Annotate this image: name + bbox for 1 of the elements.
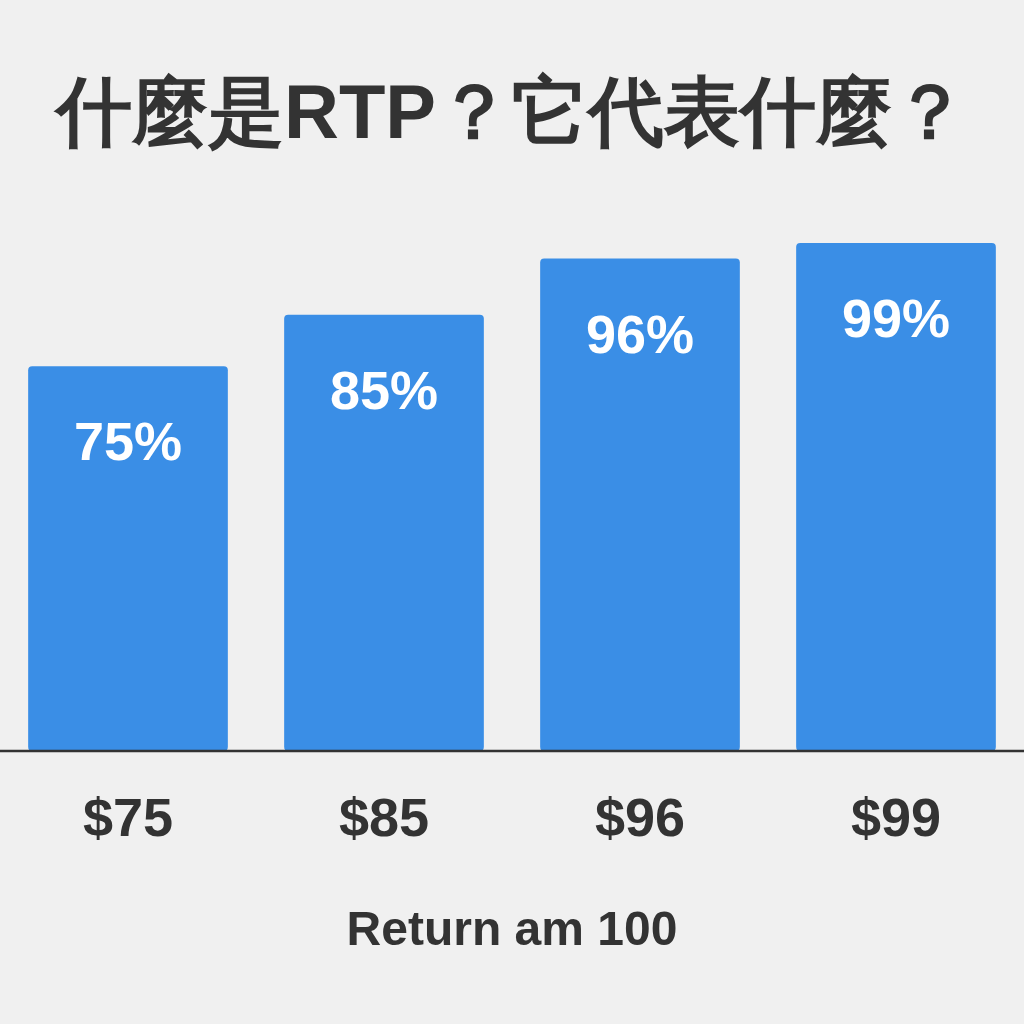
xlabel: Return am 100 <box>346 901 678 955</box>
